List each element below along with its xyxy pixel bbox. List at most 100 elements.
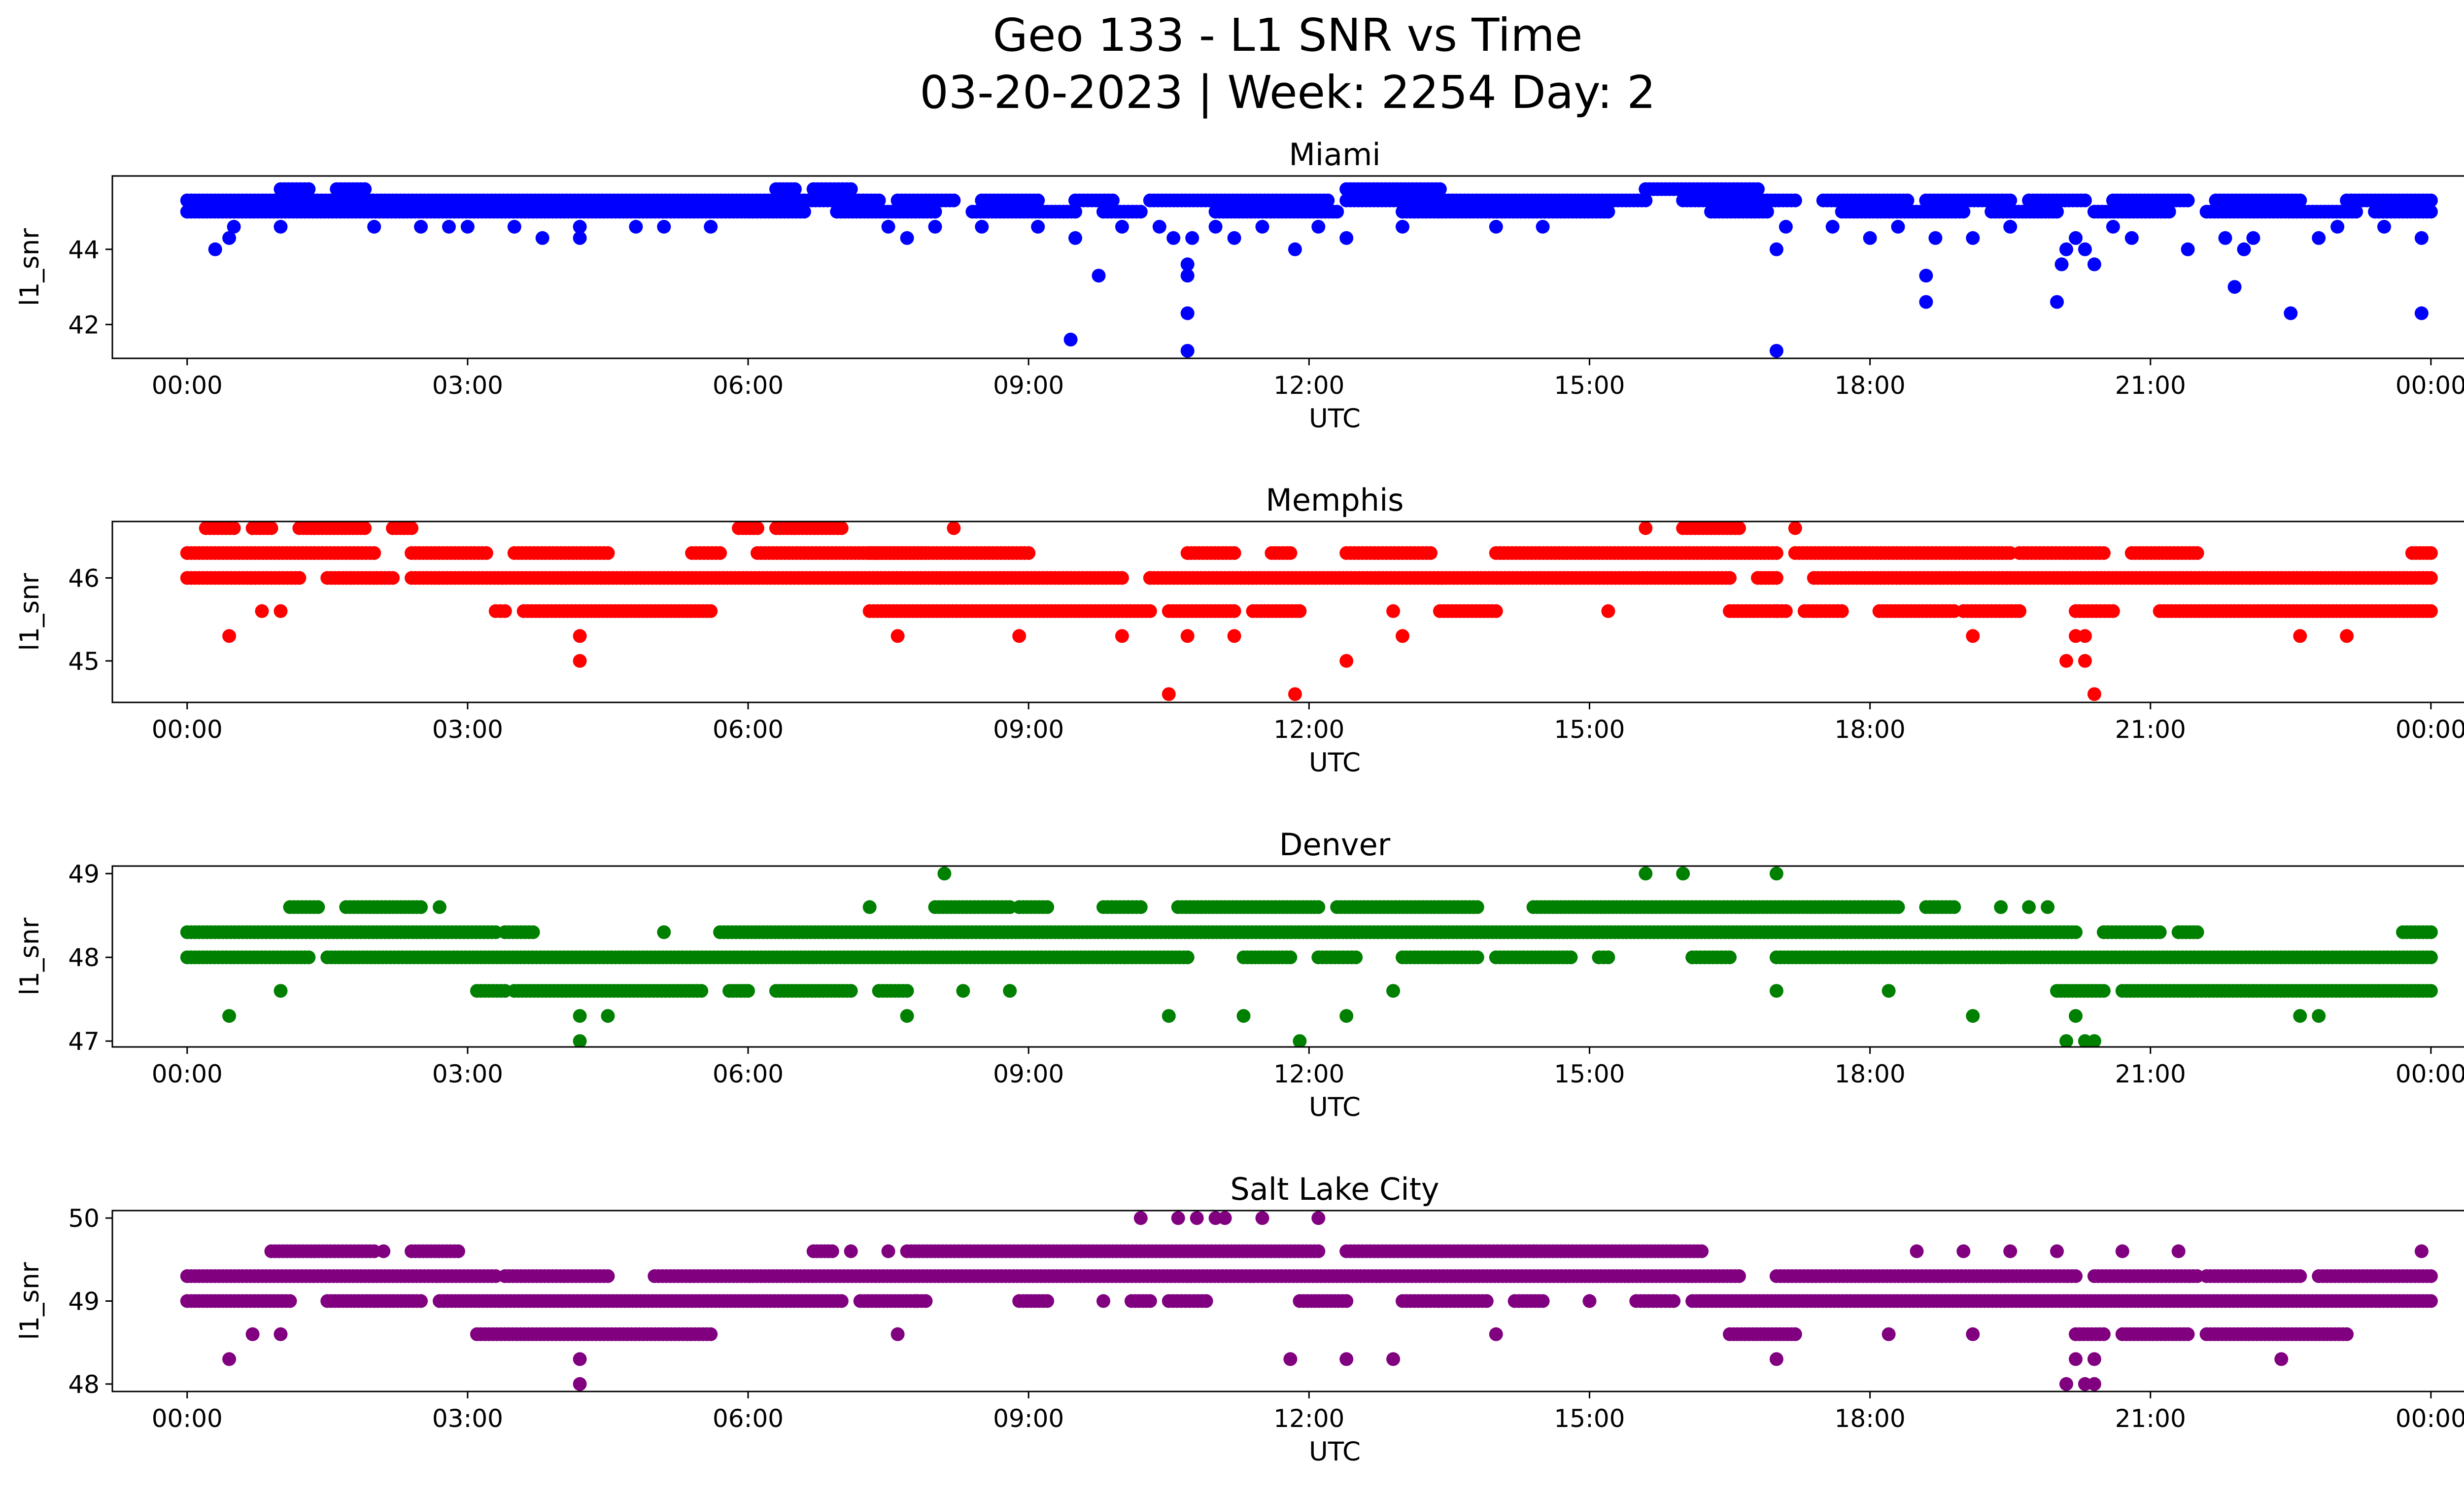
chart-panel-3: 00:00 03:00 06:00 09:00 12:00 15:00 18:00 21:00… bbox=[15, 1171, 2464, 1467]
data-point bbox=[1966, 231, 1980, 245]
data-point bbox=[367, 220, 381, 234]
data-point bbox=[2059, 242, 2073, 256]
x-tick-label: 21:00 bbox=[2115, 715, 2186, 744]
data-point bbox=[367, 546, 381, 560]
data-point bbox=[222, 231, 237, 245]
data-point bbox=[1293, 604, 1307, 618]
data-point bbox=[507, 220, 521, 234]
panel-title: Memphis bbox=[1266, 482, 1403, 518]
data-point bbox=[1162, 1009, 1176, 1023]
data-point bbox=[2087, 687, 2101, 701]
data-point bbox=[1536, 1294, 1550, 1308]
data-point bbox=[1040, 900, 1055, 914]
data-point bbox=[1536, 220, 1550, 234]
data-point bbox=[975, 220, 989, 234]
data-point bbox=[657, 925, 671, 939]
data-point bbox=[1769, 242, 1783, 256]
data-point bbox=[1386, 984, 1401, 998]
data-point bbox=[2424, 546, 2438, 560]
data-point bbox=[1321, 193, 1335, 208]
chart-panel-1: 00:00 03:00 06:00 09:00 12:00 15:00 18:00 21:00… bbox=[15, 482, 2464, 778]
data-point bbox=[834, 522, 849, 535]
data-point bbox=[1676, 867, 1690, 881]
data-point bbox=[573, 654, 587, 668]
data-point bbox=[1396, 220, 1409, 234]
data-point bbox=[1956, 205, 1971, 219]
data-point bbox=[741, 984, 755, 998]
data-point bbox=[862, 900, 877, 914]
data-point bbox=[1639, 193, 1653, 208]
chart-panel-0: 00:00 03:00 06:00 09:00 12:00 15:00 18:00 21:00… bbox=[15, 137, 2464, 434]
data-point bbox=[1601, 604, 1615, 618]
data-point bbox=[2190, 546, 2204, 560]
data-point bbox=[2181, 242, 2195, 256]
data-point bbox=[872, 193, 886, 208]
data-point bbox=[1769, 867, 1783, 881]
scatter-points bbox=[180, 182, 2438, 358]
data-point bbox=[601, 1009, 615, 1023]
data-point bbox=[2190, 925, 2204, 939]
data-point bbox=[1732, 1269, 1746, 1283]
data-point bbox=[1769, 546, 1783, 560]
data-point bbox=[2414, 306, 2429, 320]
data-point bbox=[405, 522, 419, 535]
data-point bbox=[1063, 332, 1078, 347]
data-point bbox=[1760, 205, 1774, 219]
scatter-points bbox=[180, 867, 2438, 1047]
data-point bbox=[1564, 950, 1578, 965]
data-point bbox=[1180, 629, 1195, 643]
x-tick-label: 15:00 bbox=[1554, 371, 1625, 400]
data-point bbox=[2293, 629, 2307, 643]
data-point bbox=[274, 984, 288, 998]
x-tick-label: 03:00 bbox=[432, 715, 503, 744]
data-point bbox=[2078, 654, 2092, 668]
x-tick-label: 03:00 bbox=[432, 1060, 503, 1088]
data-point bbox=[1919, 269, 1933, 283]
data-point bbox=[1386, 604, 1401, 618]
y-tick-label: 47 bbox=[68, 1027, 100, 1056]
data-point bbox=[1723, 571, 1737, 585]
data-point bbox=[1143, 1294, 1157, 1308]
data-point bbox=[1068, 231, 1082, 245]
data-point bbox=[2003, 220, 2018, 234]
data-point bbox=[1919, 295, 1933, 309]
data-point bbox=[704, 220, 718, 234]
data-point bbox=[704, 1327, 718, 1341]
x-tick-label: 06:00 bbox=[713, 715, 784, 744]
data-point bbox=[222, 1009, 237, 1023]
data-point bbox=[1788, 522, 1802, 535]
data-point bbox=[2078, 193, 2092, 208]
data-point bbox=[1667, 1294, 1681, 1308]
data-point bbox=[1311, 900, 1326, 914]
x-tick-label: 18:00 bbox=[1835, 715, 1906, 744]
scatter-points bbox=[180, 1211, 2438, 1391]
data-point bbox=[1288, 687, 1302, 701]
x-tick-label: 00:00 bbox=[152, 371, 223, 400]
data-point bbox=[433, 900, 446, 914]
data-point bbox=[358, 522, 372, 535]
data-point bbox=[1133, 205, 1148, 219]
data-point bbox=[1639, 522, 1653, 535]
data-point bbox=[2069, 925, 2083, 939]
data-point bbox=[2424, 950, 2438, 965]
x-tick-label: 06:00 bbox=[713, 1060, 784, 1088]
data-point bbox=[1105, 193, 1120, 208]
x-tick-label: 06:00 bbox=[713, 371, 784, 400]
data-point bbox=[928, 220, 942, 234]
x-axis-label: UTC bbox=[1309, 404, 1361, 434]
data-point bbox=[2050, 205, 2064, 219]
data-point bbox=[1236, 1009, 1251, 1023]
data-point bbox=[1012, 629, 1027, 643]
data-point bbox=[2106, 604, 2120, 618]
data-point bbox=[1891, 900, 1905, 914]
figure-title-line1: Geo 133 - L1 SNR vs Time bbox=[992, 9, 1583, 62]
data-point bbox=[386, 571, 400, 585]
y-tick-label: 48 bbox=[68, 943, 100, 972]
data-point bbox=[928, 205, 942, 219]
data-point bbox=[694, 984, 709, 998]
data-point bbox=[283, 1294, 297, 1308]
x-tick-label: 09:00 bbox=[993, 371, 1064, 400]
data-point bbox=[956, 984, 970, 998]
scatter-points bbox=[180, 522, 2438, 701]
data-point bbox=[1022, 546, 1036, 560]
